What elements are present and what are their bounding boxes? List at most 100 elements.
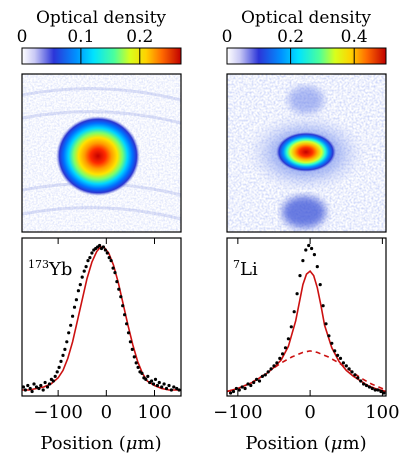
left-data-point [28,386,32,391]
right-data-point [260,374,264,378]
left-data-point [74,298,78,302]
left-data-point [86,259,90,263]
left-plot-ticks: −100 0 100 [33,238,172,423]
left-data-point [32,382,36,386]
left-data-point [55,370,59,374]
right-data-point [338,356,343,360]
left-data-point [136,365,140,369]
left-data-point [128,340,132,344]
left-data-point [72,305,77,309]
right-data-point [237,388,241,392]
right-data-point [350,370,354,374]
right-x-axis-label: Position (μm) [245,433,366,454]
left-data-point [78,283,82,287]
left-data-point [167,383,171,388]
left-data-point [140,371,144,375]
right-data-point [353,373,357,377]
left-colorbar-tick-label: 0.1 [67,27,94,47]
left-data-point [130,347,134,351]
left-data-point [177,388,181,392]
left-x-axis-label: Position (μm) [40,433,161,454]
left-data-point [125,322,129,326]
left-data-point [98,243,102,248]
left-data-point [57,365,61,369]
left-data-point [84,265,88,269]
left-data-point [169,388,173,392]
left-data-point [117,287,121,291]
left-colorbar-bar [21,47,182,65]
left-data-point [45,385,50,389]
right-plot-marks [227,243,386,395]
left-data-point [172,385,176,389]
right-data-point [266,370,270,374]
right-data-point [234,386,238,391]
left-data-point [144,377,148,381]
left-species-symbol: Yb [48,259,72,280]
right-colorbar-tick-label: 0.2 [277,27,304,47]
left-absorption-image [22,74,181,232]
left-colorbar-tick-label: 0 [17,27,28,47]
left-data-point [71,314,75,318]
right-data-point [362,382,366,386]
left-data-point [103,248,107,252]
right-data-point [295,292,299,296]
right-data-point [275,361,279,365]
left-data-point [51,379,55,383]
left-data-point [157,380,161,385]
left-data-point [107,256,111,260]
right-data-point [370,386,374,391]
right-data-point [281,352,285,356]
left-data-point [151,382,156,386]
left-data-point [101,245,105,249]
left-data-point [30,389,34,394]
left-data-point [26,383,30,388]
left-data-point [82,269,86,273]
right-plot-ticks: −100 0 100 [213,238,400,423]
yb-cloud [56,116,140,196]
right-data-point [341,361,345,365]
left-data-point [132,355,136,359]
left-data-point [155,383,159,388]
left-data-point [23,388,27,392]
left-data-point [37,386,41,391]
left-data-point [53,374,57,378]
right-profile-plot: −100 0 100 7Li Position (μm) [213,237,400,454]
left-data-point [119,295,123,299]
right-species-mass: 7 [233,258,240,271]
left-data-point [39,383,43,388]
right-data-point [255,377,259,381]
right-data-point [321,304,325,308]
right-data-point [229,391,233,395]
li-cloud [276,132,336,172]
left-plot-marks [22,243,181,394]
right-data-point [249,383,253,388]
left-species-mass: 173 [28,258,49,271]
right-data-point [257,379,262,383]
left-data-point [69,323,73,327]
left-data-point [160,385,164,389]
right-data-point [327,334,331,338]
right-data-point [344,364,348,368]
right-data-point [286,337,290,341]
left-x-tick-label: 0 [101,402,112,423]
right-data-point [272,364,276,368]
right-colorbar-tick-label: 0 [222,27,233,47]
right-data-point [318,283,322,287]
left-data-point [134,361,138,365]
left-data-point [162,382,166,386]
right-data-point [356,376,360,380]
right-absorption-image [227,74,386,232]
left-data-point [34,385,39,389]
right-data-point [379,389,383,394]
left-data-point [65,340,69,344]
right-data-point [231,389,236,394]
left-data-point [109,259,113,263]
left-profile-plot: −100 0 100 173Yb Position (μm) [21,237,182,454]
right-data-point [376,388,380,392]
left-plot-frame [21,237,182,397]
left-data-point [76,289,80,293]
left-data-point [121,304,125,308]
right-species-symbol: Li [240,259,258,280]
left-data-point [41,388,45,392]
right-fit-line [227,269,386,393]
